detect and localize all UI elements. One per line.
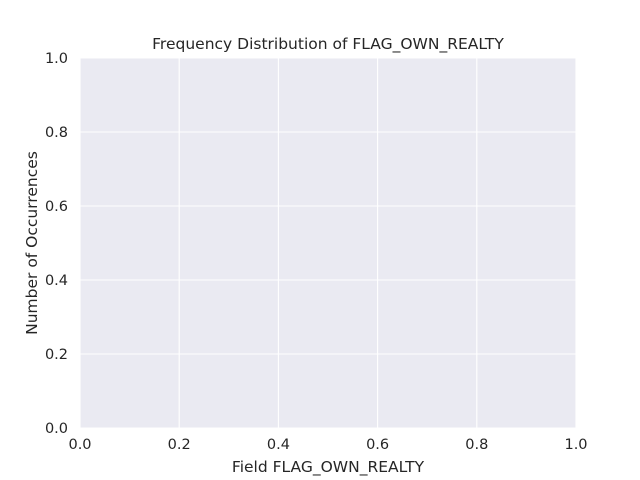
y-tick-label: 0.4 [45,273,68,289]
x-tick-label: 0.2 [168,437,191,453]
x-tick-label: 1.0 [564,437,587,453]
x-axis-label: Field FLAG_OWN_REALTY [232,458,425,477]
x-tick-label: 0.8 [465,437,488,453]
y-tick-label: 0.0 [45,421,68,437]
y-axis-label: Number of Occurrences [23,151,41,335]
x-axis-ticks: 0.0 0.2 0.4 0.6 0.8 1.0 [68,437,587,453]
x-tick-label: 0.4 [267,437,290,453]
y-axis-ticks: 0.0 0.2 0.4 0.6 0.8 1.0 [45,51,68,437]
y-tick-label: 1.0 [45,51,68,67]
y-tick-label: 0.6 [45,199,68,215]
plot-area [80,58,576,428]
chart-title: Frequency Distribution of FLAG_OWN_REALT… [152,35,504,54]
grid [79,57,577,429]
y-tick-label: 0.2 [45,347,68,363]
x-tick-label: 0.6 [366,437,389,453]
x-tick-label: 0.0 [68,437,91,453]
y-tick-label: 0.8 [45,125,68,141]
